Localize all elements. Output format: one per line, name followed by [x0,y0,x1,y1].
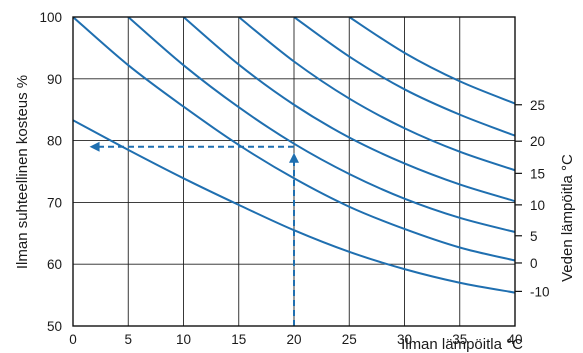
arrow-up-icon [289,152,299,163]
y-axis-ticks: 50 60 70 80 90 100 [39,10,62,334]
arrow-left-icon [89,141,100,152]
y-tick-label: 70 [47,195,62,210]
series-line-20 [293,17,515,137]
right-labels: 25 20 15 10 5 0 -10 [515,98,550,299]
y-axis-title: Ilman suhteellinen kosteus % [14,75,31,269]
x-tick-label: 20 [286,332,301,347]
y-tick-label: 80 [47,134,62,149]
series-line-5 [127,17,515,234]
right-label: -10 [530,284,550,299]
y-tick-label: 100 [39,10,62,25]
right-label: 10 [530,198,545,213]
right-label: 0 [530,256,538,271]
right-label: 15 [530,166,545,181]
series-line-15 [238,17,515,172]
right-label: 5 [530,229,538,244]
x-tick-label: 25 [342,332,357,347]
y-tick-label: 50 [47,319,62,334]
x-tick-label: 5 [124,332,132,347]
series-line-10 [182,17,515,203]
y2-axis-title: Veden lämpöitla °C [559,154,576,282]
right-label: 20 [530,134,545,149]
series-line-0 [73,17,515,262]
y-tick-label: 60 [47,257,62,272]
annotation [89,141,299,326]
x-axis-title: Ilman lämpöitla °C [401,336,523,353]
x-tick-label: 0 [69,332,77,347]
x-axis-ticks: 0 5 10 15 20 25 30 35 40 [69,332,522,347]
x-tick-label: 15 [231,332,246,347]
x-tick-label: 30 [397,332,412,347]
x-tick-label: 35 [452,332,467,347]
x-tick-label: 10 [176,332,191,347]
series-line-25 [348,17,515,105]
x-tick-label: 40 [507,332,522,347]
plot-frame [72,16,516,327]
right-label: 25 [530,98,545,113]
y-tick-label: 90 [47,72,62,87]
